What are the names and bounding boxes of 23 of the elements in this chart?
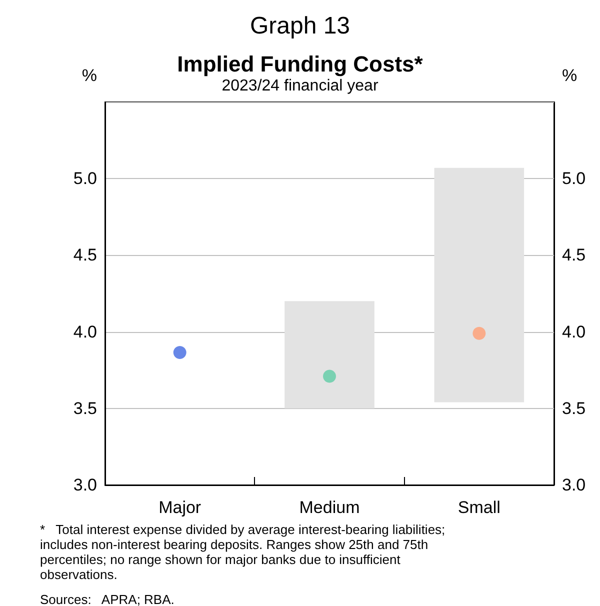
point [323,370,336,383]
y-tick-label: 4.5 [73,246,97,265]
point [173,346,186,359]
text: * Total interest expense divided by average interest-bearing liabilities; includes non-interest bearing deposits. Ranges show 25th and 75th percentiles; no range shown for major banks due to insufficient observations. [40,522,449,582]
y2-tick-label: 3.0 [562,476,586,494]
chart-title: Implied Funding Costs* [177,52,424,76]
y2-tick-label: 5.0 [562,169,586,188]
x-tick-label: Major [158,498,202,517]
x-tick-label: Medium [299,498,360,517]
y-tick-label: 4.0 [73,322,97,342]
y2-tick-label: 4.0 [562,322,586,342]
y-tick-label: 5.0 [73,169,97,188]
y2-axis-title: % [562,66,578,85]
point [472,326,486,340]
x-tick-label: Small [458,498,500,517]
y2-tick-label: 3.5 [562,398,586,418]
y-tick-label: 3.0 [73,476,97,494]
source-note: Sources: APRA; RBA. [40,592,174,606]
y-axis-title: % [82,66,97,85]
caption: Graph 13 [250,12,350,40]
y-tick-label: 3.5 [73,398,97,418]
chart-subtitle: 2023/24 financial year [222,78,379,94]
y2-tick-label: 4.5 [562,246,586,265]
